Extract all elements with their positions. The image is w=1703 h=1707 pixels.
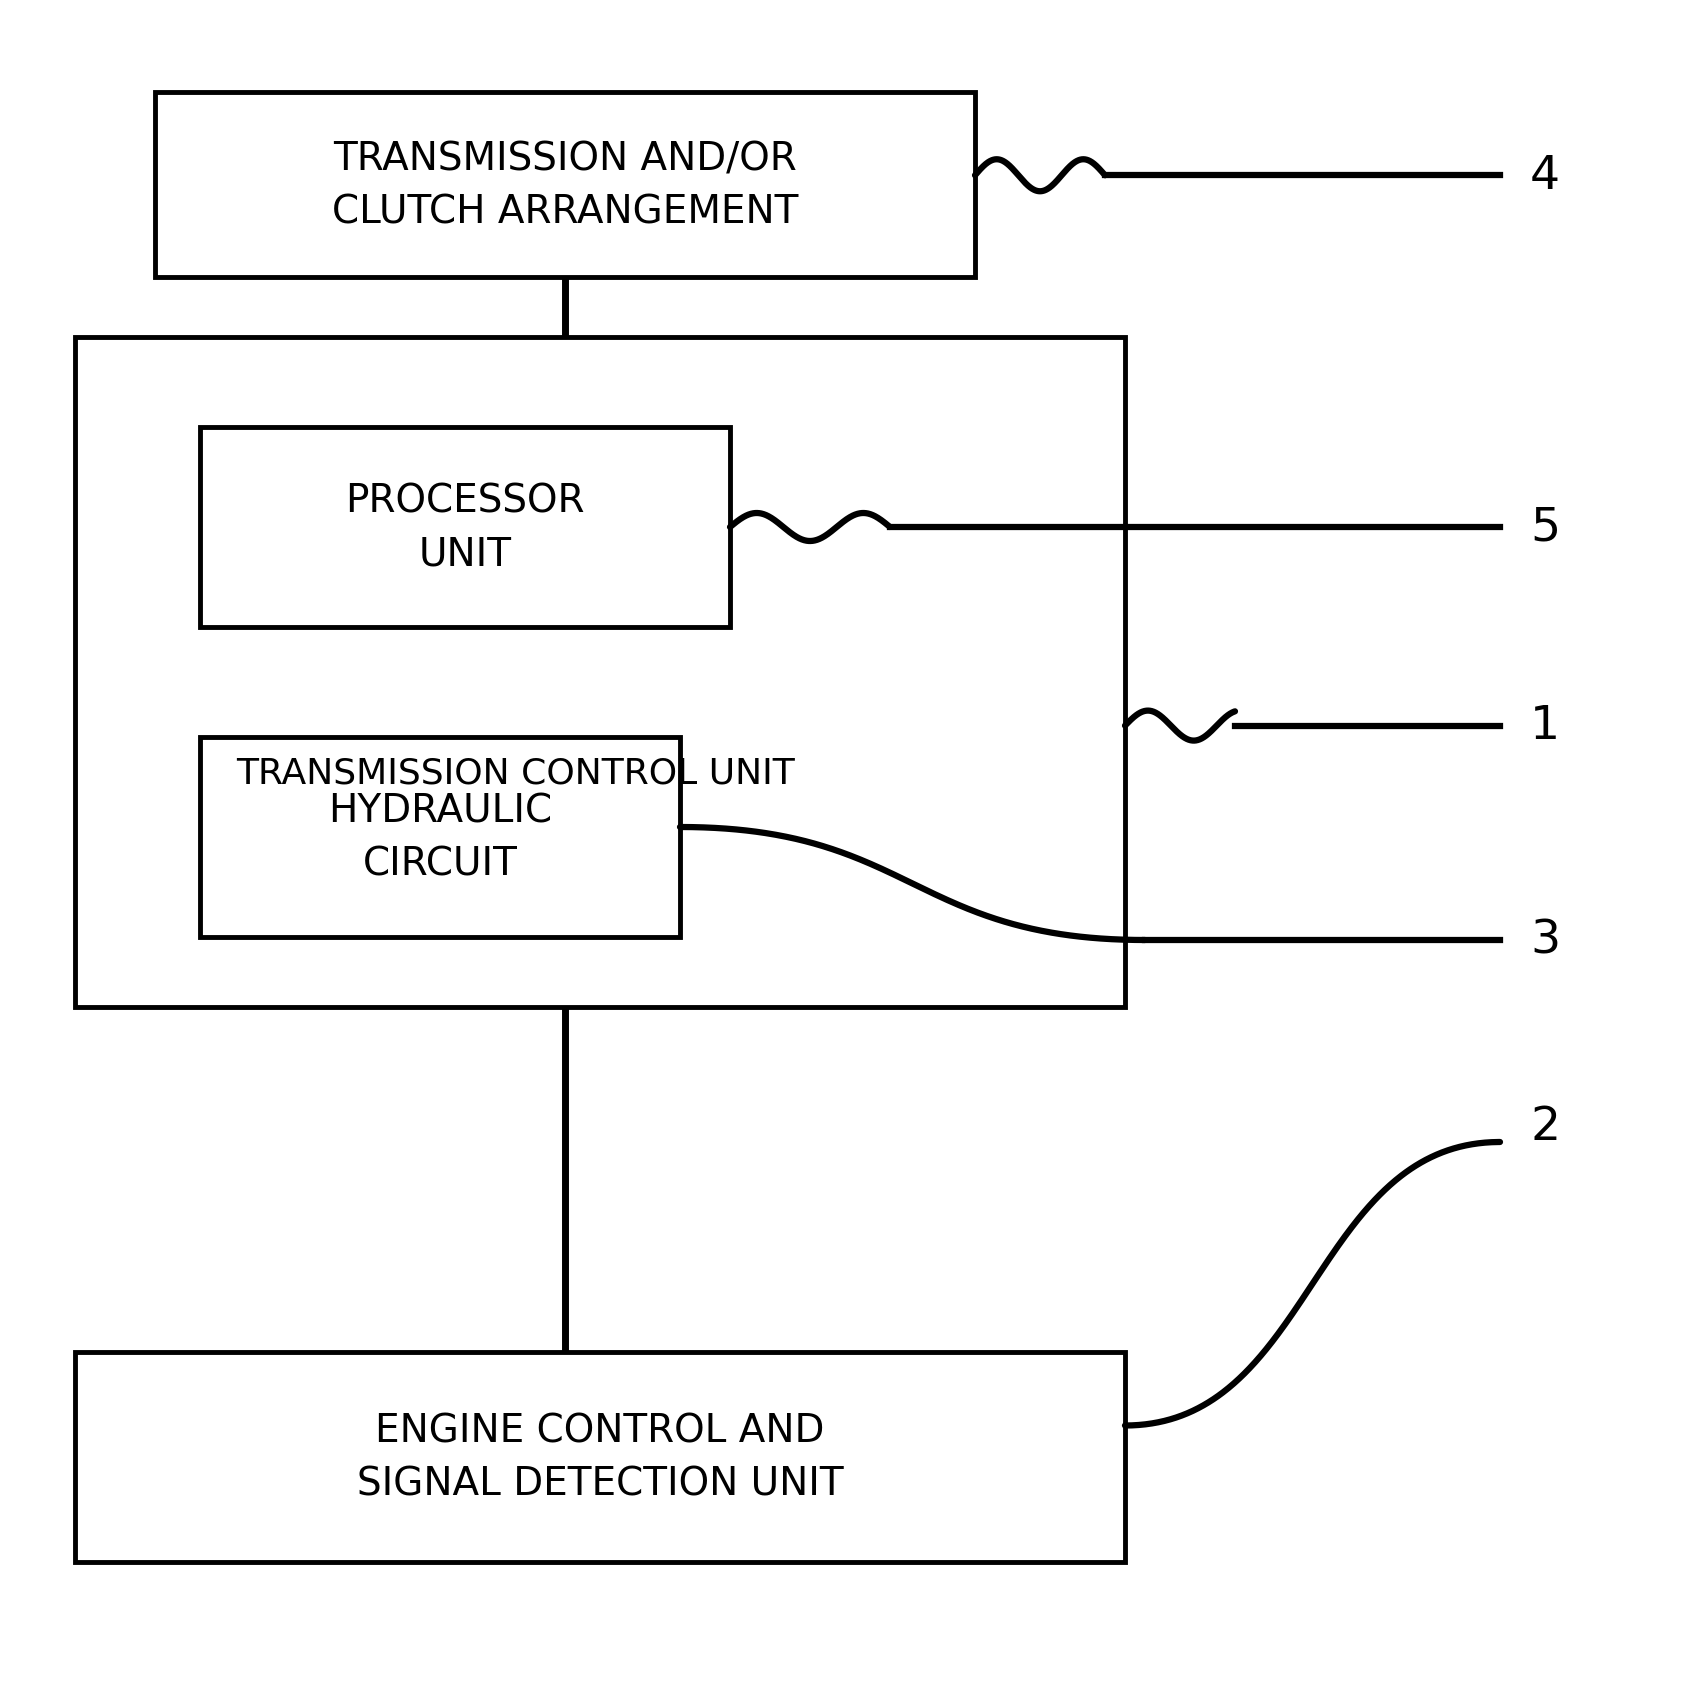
FancyBboxPatch shape xyxy=(199,737,679,937)
Text: 5: 5 xyxy=(1529,505,1560,550)
Text: 1: 1 xyxy=(1529,703,1560,749)
Text: ENGINE CONTROL AND
SIGNAL DETECTION UNIT: ENGINE CONTROL AND SIGNAL DETECTION UNIT xyxy=(356,1412,843,1502)
Text: 3: 3 xyxy=(1529,918,1560,963)
FancyBboxPatch shape xyxy=(75,1352,1126,1562)
Text: TRANSMISSION AND/OR
CLUTCH ARRANGEMENT: TRANSMISSION AND/OR CLUTCH ARRANGEMENT xyxy=(332,140,799,230)
Text: HYDRAULIC
CIRCUIT: HYDRAULIC CIRCUIT xyxy=(329,792,552,883)
FancyBboxPatch shape xyxy=(75,338,1126,1007)
Text: 2: 2 xyxy=(1529,1104,1560,1151)
Text: 4: 4 xyxy=(1529,154,1560,198)
FancyBboxPatch shape xyxy=(199,428,731,628)
Text: PROCESSOR
UNIT: PROCESSOR UNIT xyxy=(346,481,584,574)
FancyBboxPatch shape xyxy=(155,92,976,278)
Text: TRANSMISSION CONTROL UNIT: TRANSMISSION CONTROL UNIT xyxy=(237,756,795,790)
